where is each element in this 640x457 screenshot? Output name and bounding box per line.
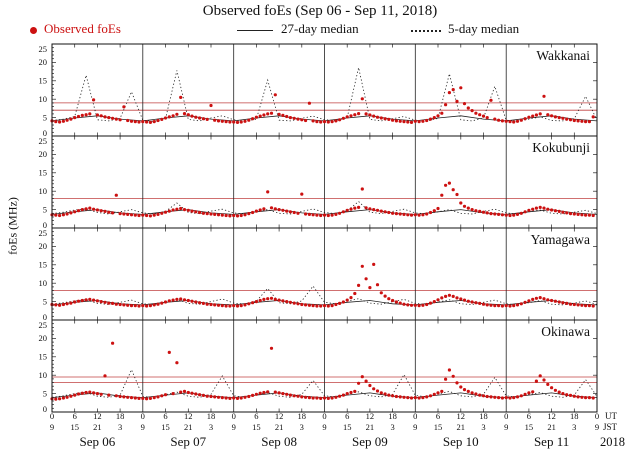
svg-text:9: 9: [232, 422, 236, 432]
svg-text:15: 15: [252, 422, 261, 432]
svg-text:Yamagawa: Yamagawa: [531, 232, 590, 247]
svg-text:Sep 11: Sep 11: [534, 434, 569, 449]
solid-line-icon: [237, 30, 273, 31]
svg-text:21: 21: [457, 422, 466, 432]
svg-text:15: 15: [525, 422, 534, 432]
svg-text:5: 5: [43, 388, 47, 398]
svg-text:9: 9: [413, 422, 417, 432]
svg-text:9: 9: [141, 422, 145, 432]
svg-text:2018: 2018: [600, 435, 625, 449]
svg-text:0: 0: [43, 128, 47, 138]
svg-text:21: 21: [547, 422, 556, 432]
svg-text:0: 0: [43, 220, 47, 230]
dotted-line-icon: [411, 30, 441, 32]
svg-text:9: 9: [50, 422, 54, 432]
svg-text:6: 6: [527, 411, 531, 421]
svg-text:12: 12: [547, 411, 556, 421]
svg-text:6: 6: [345, 411, 349, 421]
svg-text:20: 20: [39, 57, 48, 67]
svg-text:10: 10: [39, 94, 48, 104]
svg-text:15: 15: [39, 260, 48, 270]
svg-text:25: 25: [39, 136, 48, 146]
svg-text:JST: JST: [603, 422, 618, 432]
svg-text:5: 5: [43, 112, 47, 122]
page-title: Observed foEs (Sep 06 - Sep 11, 2018): [202, 3, 438, 19]
svg-text:15: 15: [39, 76, 48, 86]
svg-text:10: 10: [39, 186, 48, 196]
svg-text:0: 0: [50, 411, 54, 421]
svg-text:6: 6: [163, 411, 167, 421]
svg-text:20: 20: [39, 241, 48, 251]
svg-text:18: 18: [298, 411, 307, 421]
observed-dot-icon: [30, 27, 37, 34]
svg-text:25: 25: [39, 320, 48, 330]
svg-text:15: 15: [161, 422, 170, 432]
svg-text:18: 18: [479, 411, 488, 421]
svg-text:15: 15: [343, 422, 352, 432]
svg-text:6: 6: [436, 411, 440, 421]
svg-text:12: 12: [93, 411, 102, 421]
svg-text:Sep 07: Sep 07: [170, 434, 206, 449]
svg-text:6: 6: [73, 411, 77, 421]
legend-median5-label: 5-day median: [448, 21, 520, 36]
svg-text:3: 3: [390, 422, 394, 432]
svg-text:0: 0: [141, 411, 145, 421]
svg-text:15: 15: [39, 352, 48, 362]
svg-text:20: 20: [39, 333, 48, 343]
svg-text:3: 3: [572, 422, 576, 432]
svg-text:18: 18: [388, 411, 397, 421]
svg-text:0: 0: [232, 411, 236, 421]
svg-text:0: 0: [43, 312, 47, 322]
svg-text:3: 3: [209, 422, 213, 432]
svg-text:3: 3: [300, 422, 304, 432]
legend-observed-label: Observed foEs: [44, 21, 121, 36]
svg-text:21: 21: [366, 422, 375, 432]
svg-text:15: 15: [70, 422, 79, 432]
svg-text:18: 18: [570, 411, 579, 421]
svg-text:15: 15: [39, 168, 48, 178]
svg-text:5: 5: [43, 204, 47, 214]
svg-text:0: 0: [322, 411, 326, 421]
svg-text:9: 9: [504, 422, 508, 432]
svg-text:9: 9: [322, 422, 326, 432]
svg-text:0: 0: [43, 404, 47, 414]
svg-text:0: 0: [413, 411, 417, 421]
svg-text:Sep 10: Sep 10: [443, 434, 479, 449]
svg-text:6: 6: [254, 411, 258, 421]
svg-text:0: 0: [595, 411, 599, 421]
svg-text:9: 9: [595, 422, 599, 432]
svg-text:25: 25: [39, 228, 48, 238]
svg-text:Sep 08: Sep 08: [261, 434, 297, 449]
svg-text:3: 3: [481, 422, 485, 432]
svg-text:Kokubunji: Kokubunji: [532, 140, 590, 155]
foes-chart: Wakkanai5101520250Kokubunji5101520250Yam…: [39, 43, 625, 449]
svg-text:18: 18: [207, 411, 216, 421]
svg-text:10: 10: [39, 370, 48, 380]
svg-text:UT: UT: [605, 411, 617, 421]
svg-text:21: 21: [184, 422, 193, 432]
svg-text:5: 5: [43, 296, 47, 306]
svg-text:21: 21: [275, 422, 284, 432]
legend-median27-label: 27-day median: [281, 21, 359, 36]
svg-text:3: 3: [118, 422, 122, 432]
svg-text:12: 12: [184, 411, 193, 421]
svg-text:Okinawa: Okinawa: [541, 324, 590, 339]
svg-text:12: 12: [457, 411, 466, 421]
svg-text:10: 10: [39, 278, 48, 288]
svg-text:Sep 09: Sep 09: [352, 434, 388, 449]
svg-text:20: 20: [39, 149, 48, 159]
svg-text:21: 21: [93, 422, 102, 432]
svg-text:15: 15: [434, 422, 443, 432]
svg-text:Wakkanai: Wakkanai: [536, 48, 590, 63]
svg-text:12: 12: [366, 411, 375, 421]
chart-legend: Observed foEs 27-day median 5-day median: [0, 21, 640, 38]
svg-text:Sep 06: Sep 06: [80, 434, 116, 449]
svg-text:18: 18: [116, 411, 125, 421]
svg-text:0: 0: [504, 411, 508, 421]
svg-text:25: 25: [39, 44, 48, 54]
svg-text:12: 12: [275, 411, 284, 421]
